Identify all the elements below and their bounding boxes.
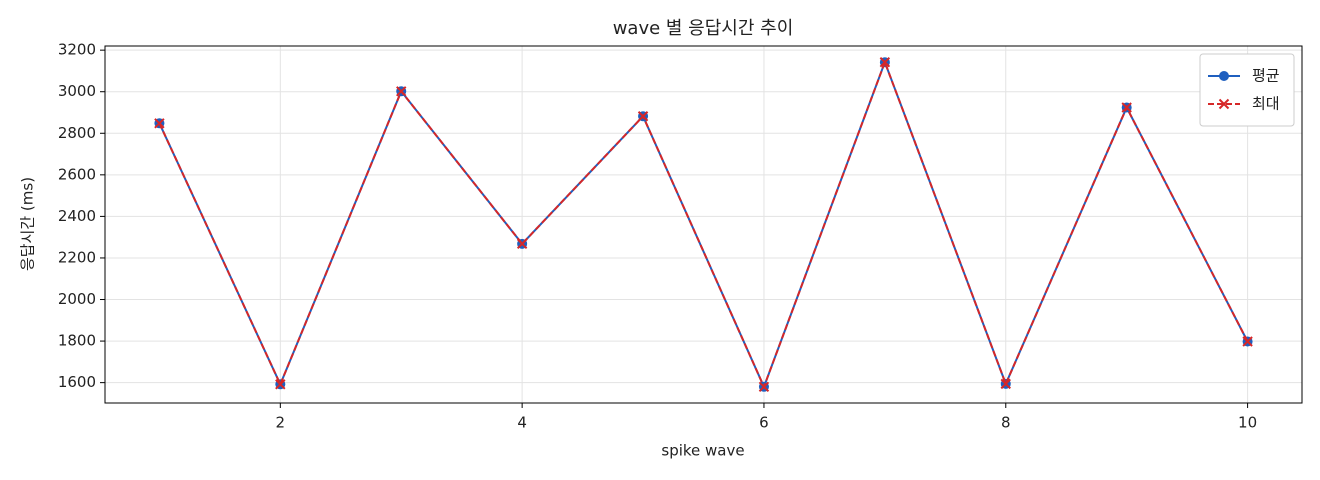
y-tick-label: 2800 — [58, 124, 96, 142]
y-tick-label: 1800 — [58, 332, 96, 350]
point — [1219, 71, 1229, 81]
legend-box — [1199, 53, 1295, 127]
plot-frame — [104, 45, 1303, 404]
y-tick-label: 2200 — [58, 248, 96, 266]
x-tick-label: 8 — [1001, 414, 1011, 432]
chart-title: wave 별 응답시간 추이 — [613, 18, 794, 39]
point — [1000, 378, 1011, 390]
point — [758, 381, 770, 392]
point — [1218, 98, 1230, 110]
x-axis-label: spike wave — [661, 442, 744, 460]
point — [1121, 102, 1132, 113]
y-tick-label: 1600 — [58, 373, 96, 391]
point — [396, 86, 407, 97]
x-tick-label: 10 — [1238, 414, 1257, 432]
point — [637, 111, 649, 122]
y-tick-label: 3000 — [58, 82, 96, 100]
y-tick-label: 2400 — [58, 207, 96, 225]
legend-label: 최대 — [1252, 95, 1280, 113]
y-tick-label: 2000 — [58, 290, 96, 308]
point — [154, 118, 165, 129]
y-axis-label: 응답시간 (ms) — [19, 177, 37, 271]
x-tick-label: 6 — [759, 414, 769, 432]
legend-label: 평균 — [1252, 67, 1280, 85]
point — [1242, 336, 1253, 347]
y-tick-label: 3200 — [58, 41, 96, 59]
series-line — [158, 59, 1249, 390]
x-tick-label: 2 — [276, 414, 286, 432]
point — [275, 379, 286, 390]
y-tick-label: 2600 — [58, 165, 96, 183]
point — [879, 57, 891, 68]
point — [516, 238, 528, 250]
x-tick-label: 4 — [517, 414, 527, 432]
